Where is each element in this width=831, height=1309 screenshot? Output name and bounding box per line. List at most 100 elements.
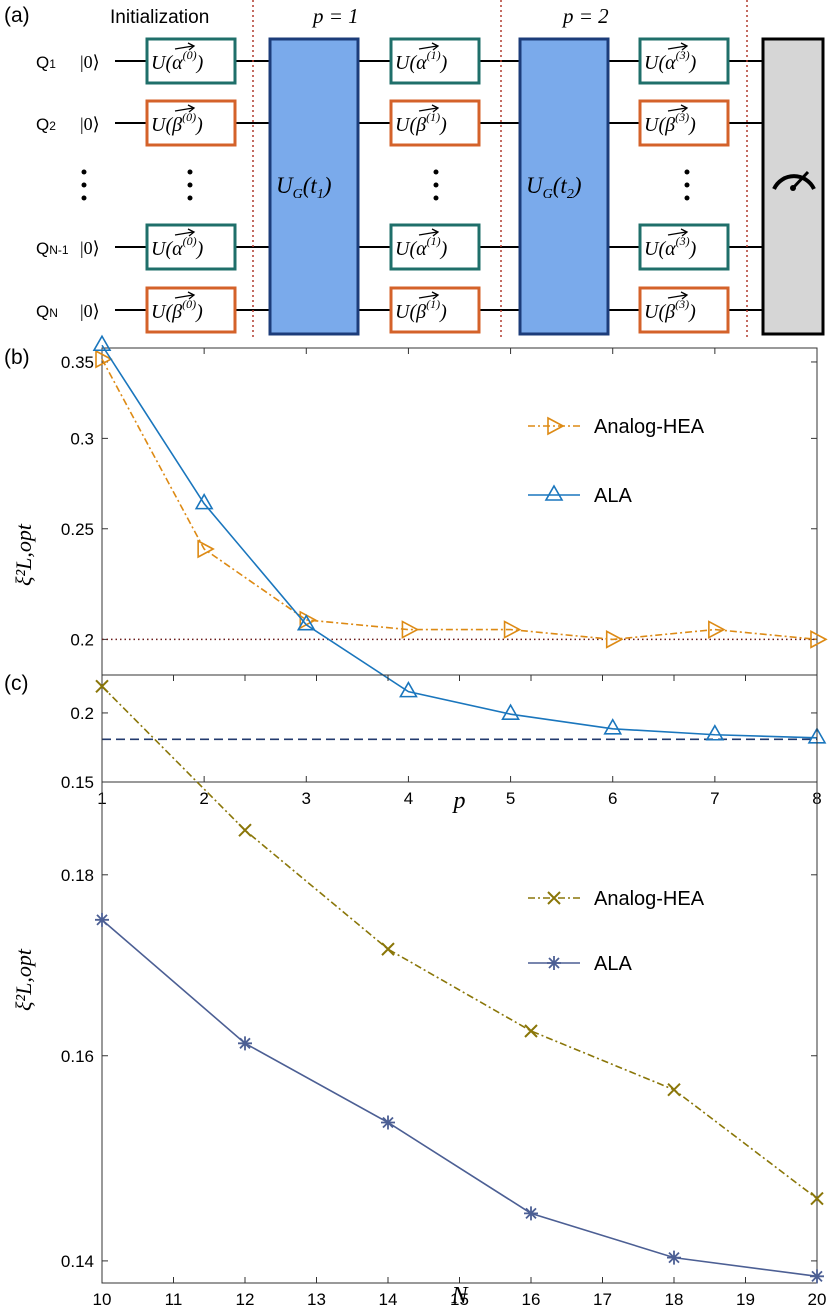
data-point-marker bbox=[296, 614, 316, 631]
ug-sub-idx: 2 bbox=[567, 187, 574, 202]
ellipsis-dot bbox=[684, 182, 690, 188]
gate-label-superscript: (1) bbox=[426, 297, 440, 311]
gate-label-superscript: (1) bbox=[427, 234, 441, 248]
x-tick-label: 5 bbox=[506, 789, 515, 808]
data-point-marker bbox=[667, 1083, 681, 1097]
data-point-marker bbox=[238, 1036, 252, 1051]
data-point-marker bbox=[667, 1250, 681, 1265]
ellipsis-dot bbox=[81, 182, 87, 188]
gate-label-superscript: (0) bbox=[182, 110, 196, 124]
gate-label-superscript: (0) bbox=[182, 297, 196, 311]
qubit-label: Q1 bbox=[36, 53, 56, 72]
vector-arrow-head bbox=[431, 104, 440, 113]
x-tick-label: 3 bbox=[302, 789, 311, 808]
data-point-marker bbox=[547, 891, 561, 905]
ug-gate-block bbox=[518, 37, 610, 336]
vector-arrow bbox=[418, 294, 438, 299]
gate-label: U(α(3)) bbox=[644, 234, 697, 260]
x-tick-label: 18 bbox=[665, 1290, 684, 1309]
data-point-marker bbox=[810, 1269, 824, 1284]
gate-label-close: ) bbox=[439, 114, 447, 136]
meter-arc-icon bbox=[772, 174, 816, 190]
gate-label: U(α(1)) bbox=[395, 48, 448, 74]
ellipsis-dot bbox=[433, 169, 439, 175]
ug-gate-label: UG(t1) bbox=[276, 173, 331, 202]
gate-label-superscript: (1) bbox=[427, 48, 441, 62]
vector-arrow bbox=[418, 45, 438, 50]
data-point-marker bbox=[401, 620, 420, 639]
data-point-marker bbox=[92, 334, 112, 352]
ug-arg: (t bbox=[303, 173, 318, 198]
series-line-analog-hea bbox=[101, 358, 818, 641]
gate-label-close: ) bbox=[196, 238, 204, 260]
data-point-marker bbox=[95, 912, 109, 927]
qubit-label-sub: N-1 bbox=[49, 243, 69, 257]
ellipsis-dot bbox=[187, 182, 193, 188]
x-tick-label: 19 bbox=[736, 1290, 755, 1309]
vector-arrow-head bbox=[680, 228, 689, 237]
ug-close: ) bbox=[322, 173, 332, 198]
vector-arrow-head bbox=[680, 291, 689, 300]
data-point-marker bbox=[547, 416, 565, 436]
data-point-marker bbox=[299, 610, 317, 630]
vector-arrow bbox=[418, 231, 438, 236]
y-tick-label: 0.2 bbox=[70, 630, 94, 649]
y-tick-label: 0.15 bbox=[61, 773, 94, 792]
legend-label: Analog-HEA bbox=[594, 416, 705, 438]
gate-label-close: ) bbox=[439, 301, 447, 323]
gate-label-superscript: (3) bbox=[675, 297, 689, 311]
qubit-label: QN bbox=[36, 302, 58, 321]
gate-label-close: ) bbox=[689, 52, 697, 74]
ket-zero: |0⟩ bbox=[80, 52, 100, 72]
vector-arrow-head bbox=[431, 291, 440, 300]
ellipsis-dot bbox=[187, 195, 193, 201]
plot-frame bbox=[101, 674, 818, 1284]
x-tick-label: 13 bbox=[307, 1290, 326, 1309]
ellipsis-dot bbox=[684, 169, 690, 175]
data-point-marker bbox=[95, 679, 109, 693]
gate-label: U(β(3)) bbox=[644, 110, 696, 136]
x-tick-label: 15 bbox=[450, 1290, 469, 1309]
x-axis-label: N bbox=[450, 1283, 469, 1309]
gate-label-superscript: (0) bbox=[183, 234, 197, 248]
data-point-marker bbox=[810, 1191, 824, 1206]
ellipsis-dot bbox=[433, 195, 439, 201]
x-tick-label: 17 bbox=[593, 1290, 612, 1309]
data-point-marker bbox=[381, 942, 395, 956]
vector-arrow bbox=[174, 294, 194, 299]
layer-label-p2: p = 2 bbox=[561, 4, 609, 28]
legend-label: ALA bbox=[594, 485, 632, 507]
x-tick-label: 20 bbox=[808, 1290, 827, 1309]
chart-c: (c) 10 11 12 13 14 15 16 17 18 19 20 0.14 0.16 0.18 0.… bbox=[4, 672, 826, 1309]
ket-zero: |0⟩ bbox=[80, 238, 100, 258]
ellipsis-dot bbox=[81, 195, 87, 201]
x-tick-label: 7 bbox=[710, 789, 719, 808]
x-tick-label: 16 bbox=[522, 1290, 541, 1309]
x-tick-label: 6 bbox=[608, 789, 617, 808]
ug-sub-idx: 1 bbox=[317, 187, 324, 202]
gate-label-superscript: (1) bbox=[426, 110, 440, 124]
data-point-marker bbox=[95, 349, 113, 369]
vector-arrow bbox=[174, 231, 194, 236]
ug-gate-label: UG(t2) bbox=[526, 173, 581, 202]
legend-label: ALA bbox=[594, 953, 632, 975]
x-tick-label: 4 bbox=[404, 789, 413, 808]
data-point-marker bbox=[603, 718, 623, 735]
ug-close: ) bbox=[572, 173, 582, 198]
vector-arrow-head bbox=[431, 42, 440, 51]
x-tick-label: 14 bbox=[379, 1290, 398, 1309]
data-point-marker bbox=[708, 620, 726, 639]
gate-label-superscript: (3) bbox=[675, 110, 689, 124]
qubit-label-sub: N bbox=[49, 306, 58, 320]
panel-b-label: (b) bbox=[4, 346, 30, 369]
ket-zero: |0⟩ bbox=[80, 114, 100, 134]
data-point-marker bbox=[705, 724, 725, 741]
ug-arg: (t bbox=[553, 173, 568, 198]
data-point-marker bbox=[605, 630, 624, 649]
vector-arrow bbox=[418, 107, 438, 112]
gate-label: U(α(1)) bbox=[395, 234, 448, 260]
gate-label-close: ) bbox=[688, 114, 696, 136]
data-point-marker bbox=[524, 1024, 538, 1038]
series-line-ala bbox=[101, 344, 818, 739]
